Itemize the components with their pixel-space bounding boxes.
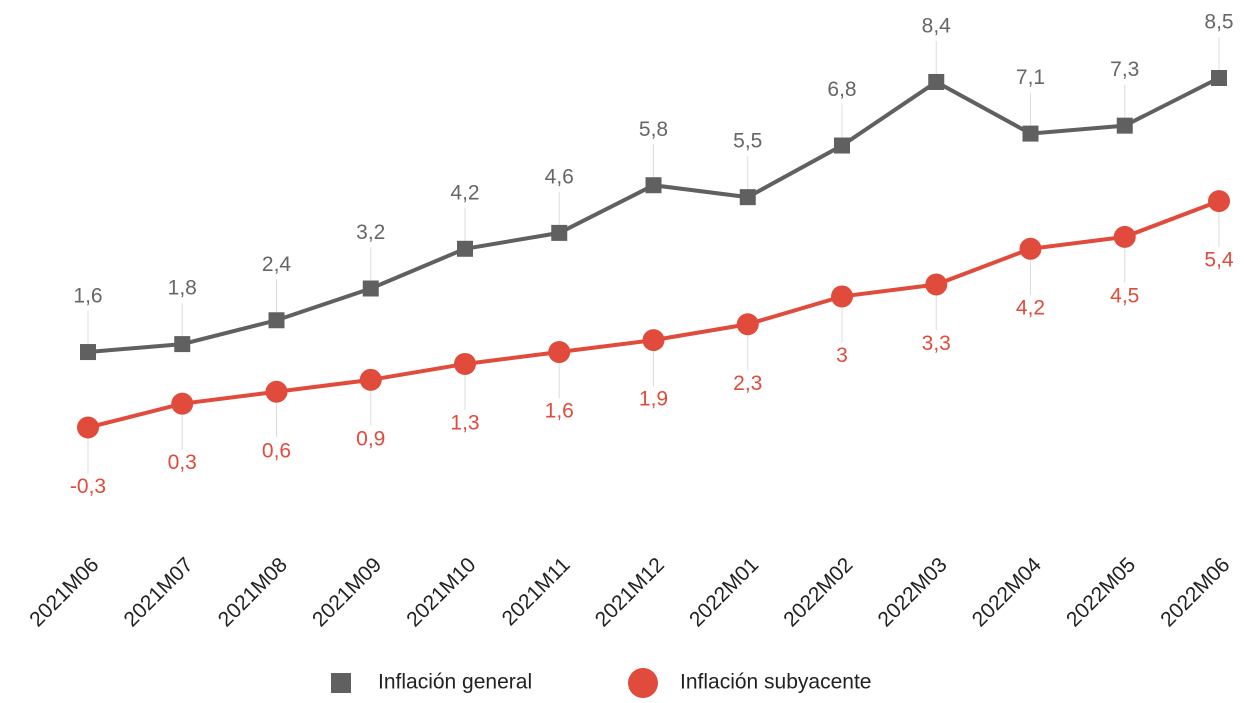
data-label: 0,3 [168, 451, 197, 474]
x-tick-label: 2022M04 [968, 553, 1046, 631]
data-label: 4,5 [1110, 284, 1139, 307]
point [454, 352, 476, 375]
data-label: 3 [836, 344, 848, 367]
point [265, 380, 288, 403]
point [831, 285, 853, 308]
x-tick-label: 2021M10 [402, 553, 480, 631]
point [1019, 237, 1042, 260]
data-label: 1,6 [73, 285, 102, 308]
legend-label: Inflación subyacente [680, 671, 871, 694]
data-label: 5,8 [639, 118, 668, 141]
x-tick-label: 2021M07 [120, 553, 198, 631]
data-label: 8,5 [1204, 11, 1233, 34]
x-tick-label: 2021M12 [591, 553, 669, 631]
x-tick-label: 2021M08 [214, 553, 292, 631]
point [548, 341, 571, 364]
data-label: 7,3 [1110, 58, 1139, 81]
data-label: 3,3 [922, 332, 951, 355]
data-label: 1,6 [545, 400, 574, 423]
data-label: 1,8 [168, 277, 197, 300]
x-tick-label: 2022M02 [779, 553, 857, 631]
data-label: 1,9 [639, 388, 668, 411]
point [645, 177, 662, 194]
data-label: 1,3 [450, 412, 479, 435]
x-tick-label: 2021M06 [25, 553, 103, 631]
point [925, 273, 948, 296]
legend-marker [628, 668, 658, 698]
point [834, 137, 850, 154]
point [174, 336, 191, 353]
legend-marker [331, 673, 351, 693]
point [1022, 125, 1039, 142]
data-label: 5,4 [1204, 249, 1234, 272]
data-label: 8,4 [922, 15, 952, 38]
point [1208, 190, 1230, 213]
point [928, 73, 945, 90]
x-tick-label: 2022M06 [1156, 553, 1234, 631]
data-label: 4,2 [1016, 296, 1045, 319]
x-tick-label: 2022M05 [1062, 553, 1140, 631]
point [736, 313, 759, 336]
point [359, 368, 382, 391]
point [77, 416, 99, 439]
data-label: 2,3 [733, 372, 762, 395]
x-tick-label: 2022M03 [874, 553, 952, 631]
data-label: 7,1 [1016, 66, 1045, 89]
point [551, 224, 568, 241]
point [268, 312, 285, 329]
data-label: 0,6 [262, 439, 291, 462]
point [1116, 117, 1133, 134]
data-label: 5,5 [733, 130, 762, 153]
data-label: 4,6 [545, 165, 574, 188]
point [739, 189, 756, 206]
point [1211, 70, 1227, 86]
data-label: -0,3 [70, 475, 106, 498]
x-tick-label: 2022M01 [685, 553, 763, 631]
data-label: 6,8 [827, 78, 856, 101]
data-label: 2,4 [262, 253, 292, 276]
point [362, 280, 379, 297]
point [457, 240, 473, 257]
point [642, 329, 665, 352]
point [171, 392, 194, 415]
legend-label: Inflación general [378, 671, 532, 694]
data-label: 3,2 [356, 221, 385, 244]
x-tick-label: 2021M11 [498, 553, 575, 630]
data-label: 0,9 [356, 427, 385, 450]
point [80, 344, 96, 361]
point [1113, 225, 1136, 248]
data-label: 4,2 [450, 181, 479, 204]
x-tick-label: 2021M09 [308, 553, 386, 631]
